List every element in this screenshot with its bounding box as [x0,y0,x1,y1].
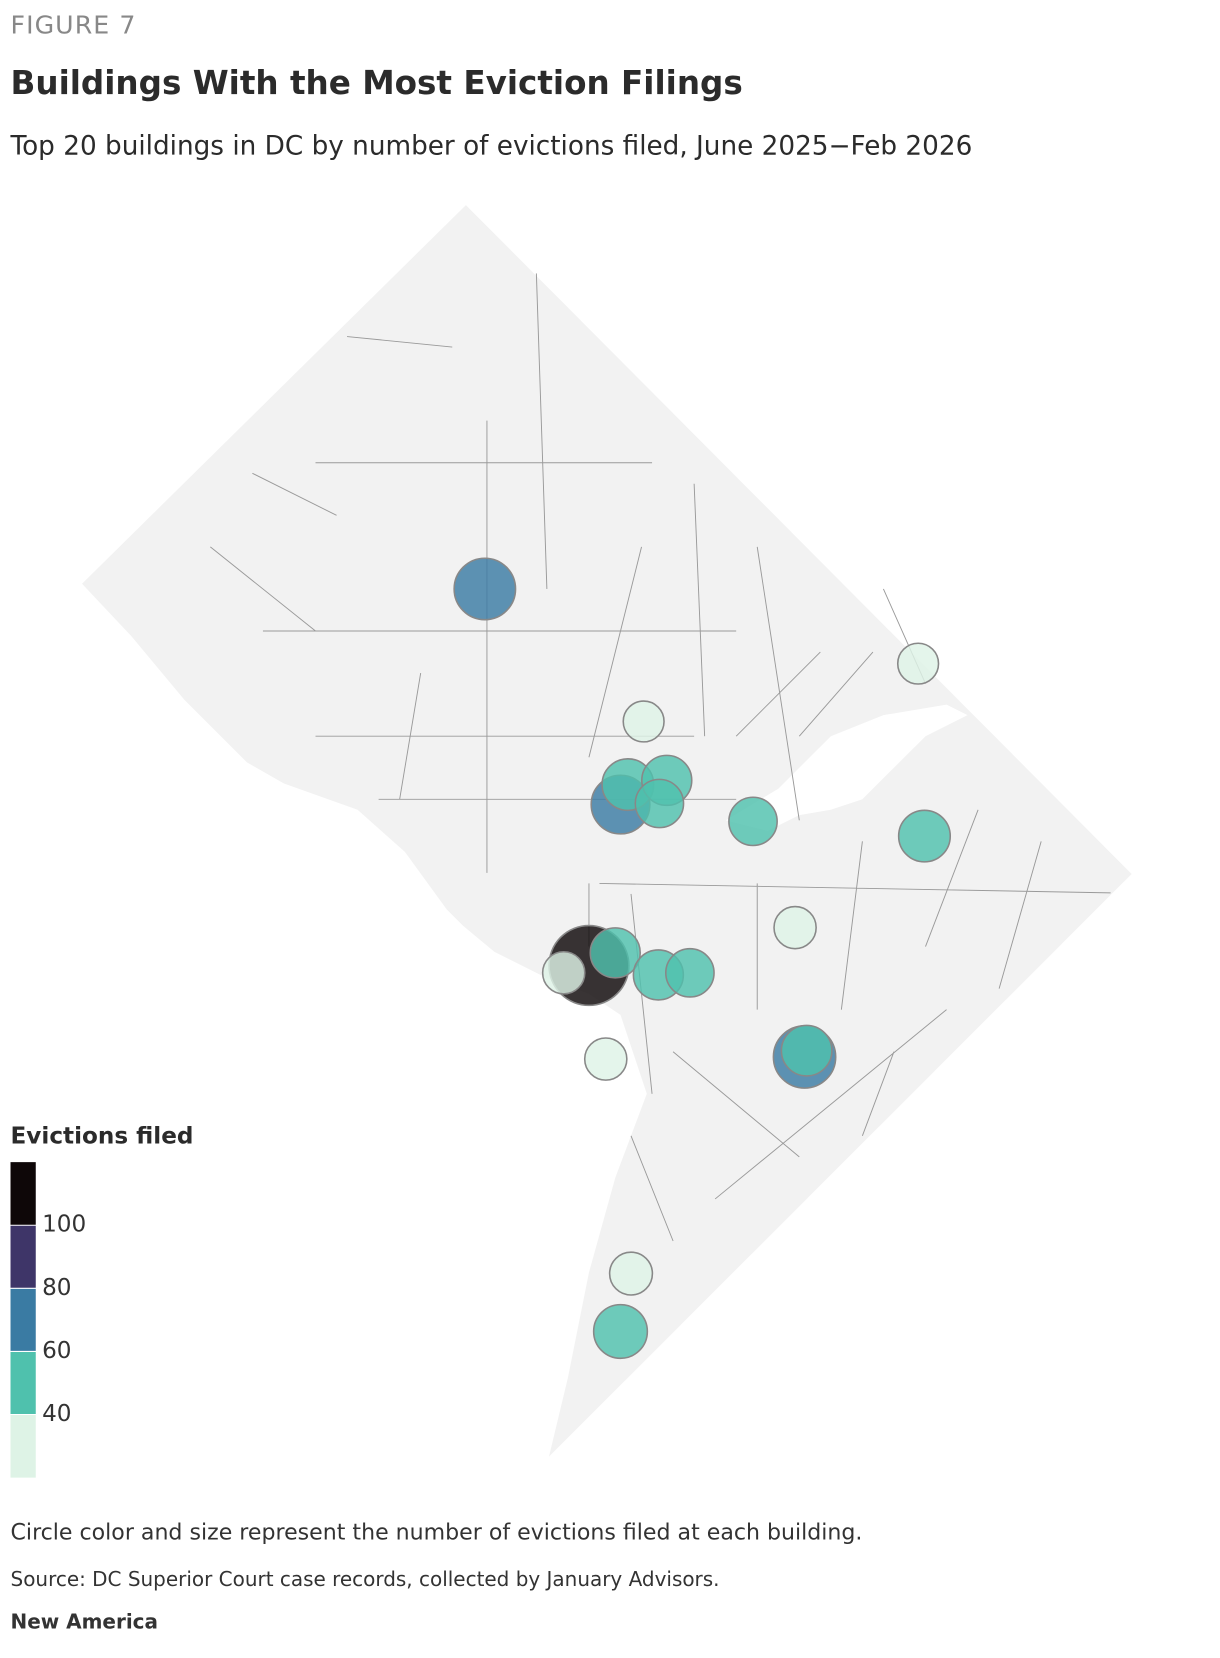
legend-title: Evictions filed [11,1123,194,1149]
title: Buildings With the Most Eviction Filings [11,64,743,102]
subtitle: Top 20 buildings in DC by number of evic… [10,132,973,162]
building-bubble [592,1303,649,1360]
legend-tick-label: 100 [42,1212,86,1238]
figure-label: FIGURE 7 [11,10,137,39]
source: Source: DC Superior Court case records, … [11,1567,720,1591]
building-bubble [896,642,940,685]
building-bubble [773,905,817,950]
organization: New America [11,1609,158,1633]
building-bubble [541,950,586,995]
legend-swatch [10,1225,36,1289]
note: Circle color and size represent the numb… [11,1520,863,1545]
building-bubble [897,809,952,863]
legend-tick-label: 60 [42,1338,71,1364]
bubbles [453,557,952,1360]
anacostia-river [725,704,968,831]
neighborhood-lines [210,273,1111,1242]
legend-swatch [10,1351,36,1415]
building-bubble [622,700,665,743]
building-bubble [728,796,778,847]
building-bubble [608,1251,654,1296]
building-bubble [780,1024,833,1077]
building-bubble [664,947,715,998]
legend-tick-label: 40 [42,1401,71,1427]
legend-tick-label: 80 [42,1275,71,1301]
legend-swatch [10,1288,36,1352]
building-bubble [453,557,517,621]
legend: 40 60 80 100 [10,1162,86,1478]
legend-swatch [10,1162,36,1226]
building-bubble [583,1037,628,1081]
building-bubble [634,778,685,829]
legend-swatch [10,1414,36,1478]
building-bubble [589,927,642,979]
